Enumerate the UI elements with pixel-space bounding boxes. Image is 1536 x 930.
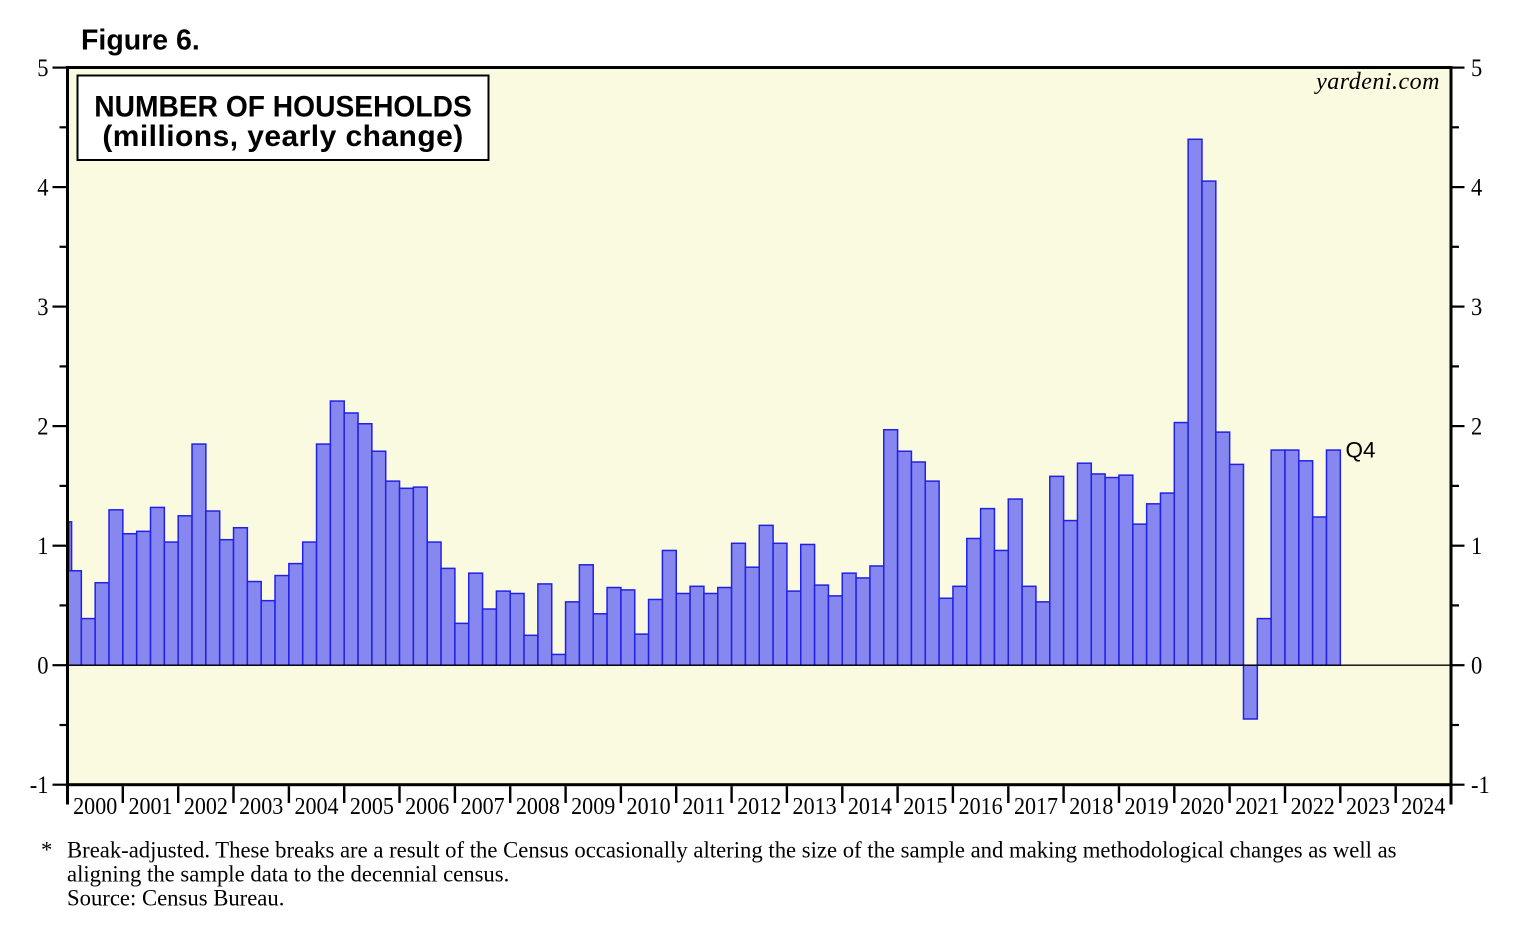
svg-text:2008: 2008	[516, 793, 560, 820]
svg-text:Figure 6.: Figure 6.	[81, 25, 200, 57]
svg-text:1: 1	[37, 533, 48, 560]
svg-text:2021: 2021	[1235, 793, 1279, 820]
svg-text:NUMBER OF HOUSEHOLDS: NUMBER OF HOUSEHOLDS	[94, 91, 472, 124]
svg-text:1: 1	[1471, 533, 1482, 560]
svg-text:(millions, yearly change): (millions, yearly change)	[102, 120, 463, 153]
svg-text:4: 4	[37, 174, 48, 201]
svg-text:2022: 2022	[1291, 793, 1335, 820]
svg-text:2000: 2000	[73, 793, 117, 820]
svg-text:2011: 2011	[682, 793, 725, 820]
svg-text:3: 3	[37, 294, 48, 321]
svg-text:2007: 2007	[461, 793, 505, 820]
svg-text:2: 2	[37, 413, 48, 440]
svg-text:2: 2	[1471, 413, 1482, 440]
svg-text:2004: 2004	[294, 793, 338, 820]
svg-text:2015: 2015	[903, 793, 947, 820]
svg-text:2006: 2006	[405, 793, 449, 820]
svg-text:yardeni.com: yardeni.com	[1314, 69, 1440, 95]
svg-text:2013: 2013	[793, 793, 837, 820]
svg-text:2016: 2016	[959, 793, 1003, 820]
svg-text:2003: 2003	[239, 793, 283, 820]
svg-text:2012: 2012	[737, 793, 781, 820]
svg-text:0: 0	[1471, 652, 1482, 679]
svg-text:5: 5	[37, 55, 48, 82]
svg-text:3: 3	[1471, 294, 1482, 321]
svg-text:2002: 2002	[184, 793, 228, 820]
svg-text:Source: Census Bureau.: Source: Census Bureau.	[67, 886, 284, 911]
svg-text:2017: 2017	[1014, 793, 1058, 820]
svg-text:2001: 2001	[128, 793, 172, 820]
svg-text:4: 4	[1471, 174, 1482, 201]
svg-text:aligning the sample data to th: aligning the sample data to the decennia…	[67, 862, 509, 887]
svg-text:0: 0	[37, 652, 48, 679]
svg-text:2018: 2018	[1069, 793, 1113, 820]
svg-text:*: *	[41, 838, 52, 863]
svg-text:2023: 2023	[1346, 793, 1390, 820]
svg-text:2005: 2005	[350, 793, 394, 820]
svg-text:-1: -1	[30, 772, 49, 799]
svg-text:-1: -1	[1471, 772, 1490, 799]
svg-text:2009: 2009	[571, 793, 615, 820]
svg-text:2024: 2024	[1401, 793, 1445, 820]
svg-text:2019: 2019	[1125, 793, 1169, 820]
svg-text:5: 5	[1471, 55, 1482, 82]
svg-text:2010: 2010	[627, 793, 671, 820]
svg-text:Q4: Q4	[1346, 438, 1376, 463]
svg-text:2014: 2014	[848, 793, 892, 820]
svg-text:Break-adjusted. These breaks a: Break-adjusted. These breaks are a resul…	[67, 838, 1397, 863]
svg-text:2020: 2020	[1180, 793, 1224, 820]
